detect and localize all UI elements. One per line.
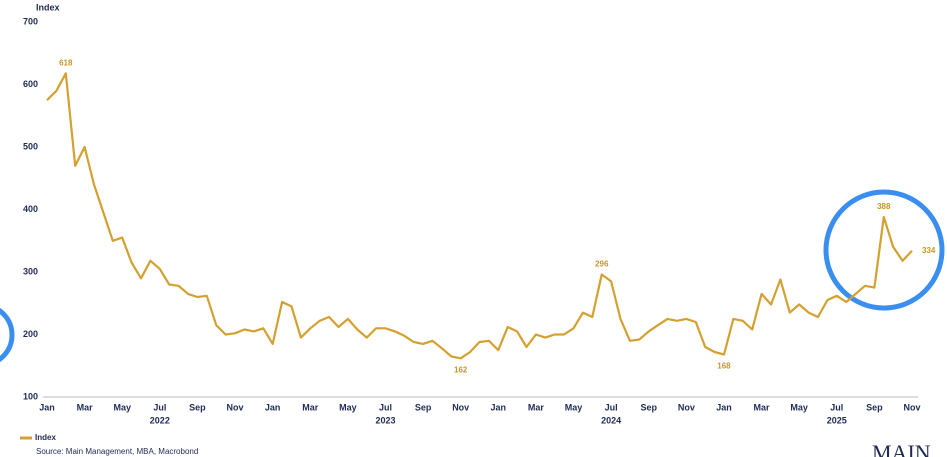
- x-tick-label: Sep: [640, 402, 657, 412]
- x-tick-label: Jan: [716, 402, 732, 412]
- x-tick-label: Jul: [830, 402, 843, 412]
- x-year-label: 2022: [150, 415, 170, 425]
- x-year-label: 2023: [375, 415, 395, 425]
- x-tick-label: Jul: [153, 402, 166, 412]
- data-label: 618: [59, 58, 73, 67]
- y-tick-label: 300: [23, 266, 38, 276]
- x-tick-label: Jan: [39, 402, 55, 412]
- highlight-circle: [0, 307, 15, 363]
- logo: MAIN: [872, 440, 931, 457]
- source-note: Source: Main Management, MBA, Macrobond: [36, 447, 198, 456]
- y-tick-label: 600: [23, 79, 38, 89]
- x-tick-label: Jul: [605, 402, 618, 412]
- y-axis-label: Index: [36, 2, 60, 12]
- x-year-label: 2025: [827, 415, 847, 425]
- x-tick-label: May: [565, 402, 583, 412]
- legend-label: Index: [35, 433, 56, 442]
- x-tick-label: Nov: [903, 402, 920, 412]
- x-tick-label: Mar: [754, 402, 771, 412]
- highlight-circle: [823, 189, 945, 311]
- x-tick-label: Mar: [77, 402, 94, 412]
- x-tick-label: May: [339, 402, 357, 412]
- x-tick-label: Mar: [302, 402, 319, 412]
- x-tick-label: Jan: [265, 402, 281, 412]
- y-tick-label: 400: [23, 204, 38, 214]
- x-tick-label: May: [113, 402, 131, 412]
- data-label: 334: [922, 246, 936, 255]
- data-label: 296: [595, 260, 609, 269]
- x-tick-label: Mar: [528, 402, 545, 412]
- data-label: 162: [454, 365, 468, 374]
- x-year-label: 2024: [601, 415, 621, 425]
- y-tick-label: 700: [23, 16, 38, 26]
- x-tick-label: Nov: [227, 402, 244, 412]
- x-tick-label: May: [790, 402, 808, 412]
- x-tick-label: Sep: [189, 402, 206, 412]
- x-tick-label: Sep: [866, 402, 883, 412]
- data-label: 168: [717, 362, 731, 371]
- x-tick-label: Jan: [491, 402, 507, 412]
- y-tick-label: 500: [23, 141, 38, 151]
- x-tick-label: Sep: [415, 402, 432, 412]
- data-line: [46, 72, 913, 360]
- x-tick-label: Jul: [379, 402, 392, 412]
- y-tick-label: 100: [23, 391, 38, 401]
- data-label: 388: [877, 202, 891, 211]
- x-tick-label: Nov: [678, 402, 695, 412]
- x-tick-label: Nov: [452, 402, 469, 412]
- y-tick-label: 200: [23, 329, 38, 339]
